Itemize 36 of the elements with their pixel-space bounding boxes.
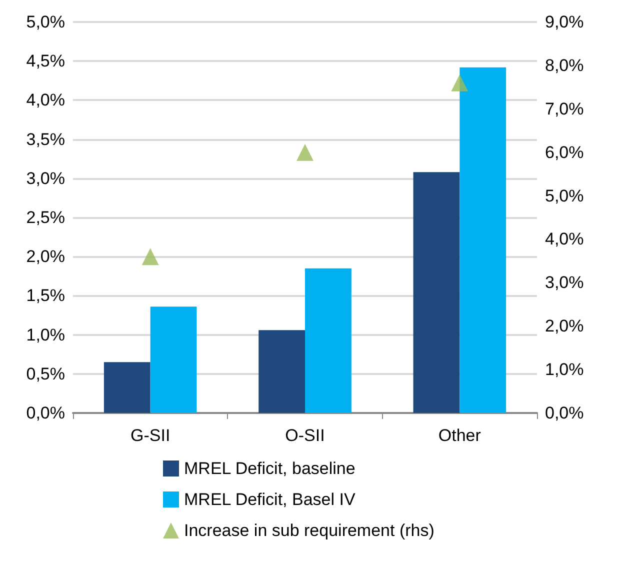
y2-tick-label: 0,0% (545, 404, 584, 422)
y-tick-label: 2,5% (26, 208, 65, 227)
y-tick-label: 0,5% (26, 364, 65, 384)
y2-tick-label: 3,0% (545, 273, 584, 292)
y-tick-label: 1,0% (26, 325, 65, 344)
y-tick-label: 3,5% (26, 130, 65, 149)
y2-tick-label: 6,0% (545, 142, 584, 162)
bar (150, 306, 197, 413)
bar (258, 330, 305, 413)
bar (413, 172, 460, 413)
y2-tick-label: 1,0% (545, 360, 584, 380)
y2-tick-label: 7,0% (545, 99, 584, 118)
legend-label: MREL Deficit, baseline (184, 459, 356, 478)
y-tick-label: 4,5% (26, 52, 65, 71)
y-tick-label: 0,0% (26, 404, 65, 422)
y2-tick-label: 5,0% (545, 186, 584, 206)
legend-label: Increase in sub requirement (rhs) (184, 521, 434, 540)
y-tick-label: 4,0% (26, 90, 65, 110)
y2-tick-label: 9,0% (545, 12, 584, 32)
point (142, 248, 159, 266)
x-tick-label: Other (438, 426, 482, 445)
y-tick-label: 2,0% (26, 247, 65, 266)
y2-tick-label: 8,0% (545, 56, 584, 75)
legend-label: MREL Deficit, Basel IV (184, 490, 356, 509)
bar (305, 268, 352, 413)
y-tick-label: 5,0% (26, 12, 65, 32)
point (451, 74, 468, 92)
y2-tick-label: 4,0% (545, 230, 584, 249)
y2-tick-label: 2,0% (545, 316, 584, 336)
x-tick-label: G-SII (130, 426, 170, 445)
y-tick-label: 1,5% (26, 286, 65, 306)
bar (460, 67, 506, 413)
y-tick-label: 3,0% (26, 168, 65, 188)
point (296, 144, 314, 161)
bar (104, 362, 150, 413)
x-tick-label: O-SII (285, 426, 325, 445)
